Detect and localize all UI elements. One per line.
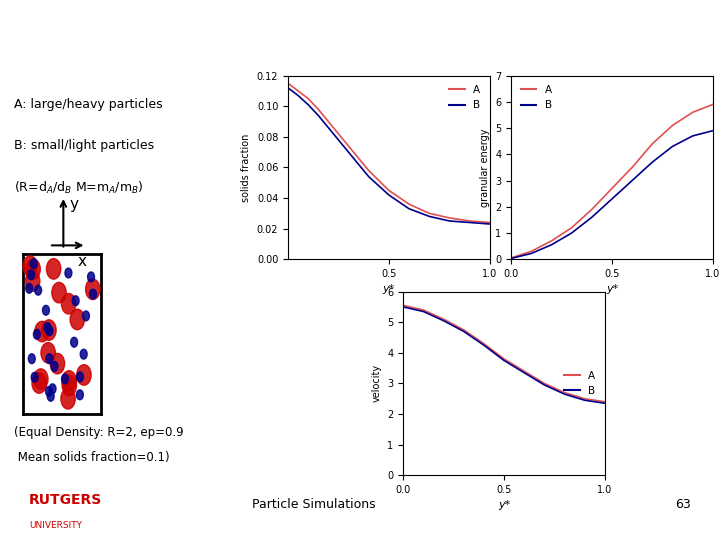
Legend: A, B: A, B xyxy=(445,81,485,114)
Circle shape xyxy=(35,321,49,342)
Text: UNIVERSITY: UNIVERSITY xyxy=(29,521,82,530)
Circle shape xyxy=(45,387,53,396)
Circle shape xyxy=(46,259,60,279)
X-axis label: y*: y* xyxy=(606,285,618,294)
Circle shape xyxy=(50,353,65,374)
Circle shape xyxy=(46,354,53,363)
Text: Channel Flow with Binary Particles (Steady State): Channel Flow with Binary Particles (Stea… xyxy=(47,25,673,46)
Text: x: x xyxy=(78,254,87,268)
Circle shape xyxy=(23,256,37,276)
Circle shape xyxy=(62,375,76,396)
Circle shape xyxy=(52,282,66,303)
Circle shape xyxy=(42,305,50,315)
Circle shape xyxy=(76,372,84,382)
Circle shape xyxy=(49,384,56,394)
Circle shape xyxy=(70,309,84,330)
Text: Mean solids fraction=0.1): Mean solids fraction=0.1) xyxy=(14,450,170,463)
Circle shape xyxy=(76,390,84,400)
Text: Particle Simulations: Particle Simulations xyxy=(252,498,376,511)
Circle shape xyxy=(72,296,79,306)
Y-axis label: velocity: velocity xyxy=(372,364,382,402)
Circle shape xyxy=(32,373,46,393)
Circle shape xyxy=(61,388,76,409)
Circle shape xyxy=(31,373,38,382)
Text: 63: 63 xyxy=(675,498,691,511)
Circle shape xyxy=(83,311,89,321)
Circle shape xyxy=(46,326,53,336)
Text: RUTGERS: RUTGERS xyxy=(29,494,102,508)
Circle shape xyxy=(44,322,51,333)
Text: (R=d$_A$/d$_B$ M=m$_A$/m$_B$): (R=d$_A$/d$_B$ M=m$_A$/m$_B$) xyxy=(14,180,144,196)
Text: B: small/light particles: B: small/light particles xyxy=(14,139,155,152)
X-axis label: y*: y* xyxy=(498,501,510,510)
Circle shape xyxy=(77,364,91,385)
Y-axis label: granular energy: granular energy xyxy=(480,128,490,207)
Circle shape xyxy=(26,284,32,293)
Legend: A, B: A, B xyxy=(516,81,556,114)
Text: (Equal Density: R=2, ep=0.9: (Equal Density: R=2, ep=0.9 xyxy=(14,426,184,439)
Circle shape xyxy=(62,370,76,391)
Circle shape xyxy=(89,289,96,299)
X-axis label: y*: y* xyxy=(382,285,395,294)
Circle shape xyxy=(33,329,40,339)
Circle shape xyxy=(65,268,72,278)
Text: A: large/heavy particles: A: large/heavy particles xyxy=(14,98,163,111)
Circle shape xyxy=(42,320,56,340)
Circle shape xyxy=(35,285,42,295)
Legend: A, B: A, B xyxy=(560,367,600,400)
Circle shape xyxy=(88,272,94,282)
Circle shape xyxy=(80,349,87,359)
Circle shape xyxy=(86,279,100,300)
Y-axis label: solids fraction: solids fraction xyxy=(241,133,251,201)
Circle shape xyxy=(41,342,55,363)
Circle shape xyxy=(30,259,37,268)
Circle shape xyxy=(71,338,78,347)
Circle shape xyxy=(34,369,48,389)
Circle shape xyxy=(28,354,35,363)
Circle shape xyxy=(61,374,68,384)
Text: y: y xyxy=(69,197,78,212)
Circle shape xyxy=(26,259,40,279)
Circle shape xyxy=(25,271,40,291)
Circle shape xyxy=(61,293,76,314)
Circle shape xyxy=(48,392,54,401)
Circle shape xyxy=(27,270,35,280)
Circle shape xyxy=(51,362,58,372)
